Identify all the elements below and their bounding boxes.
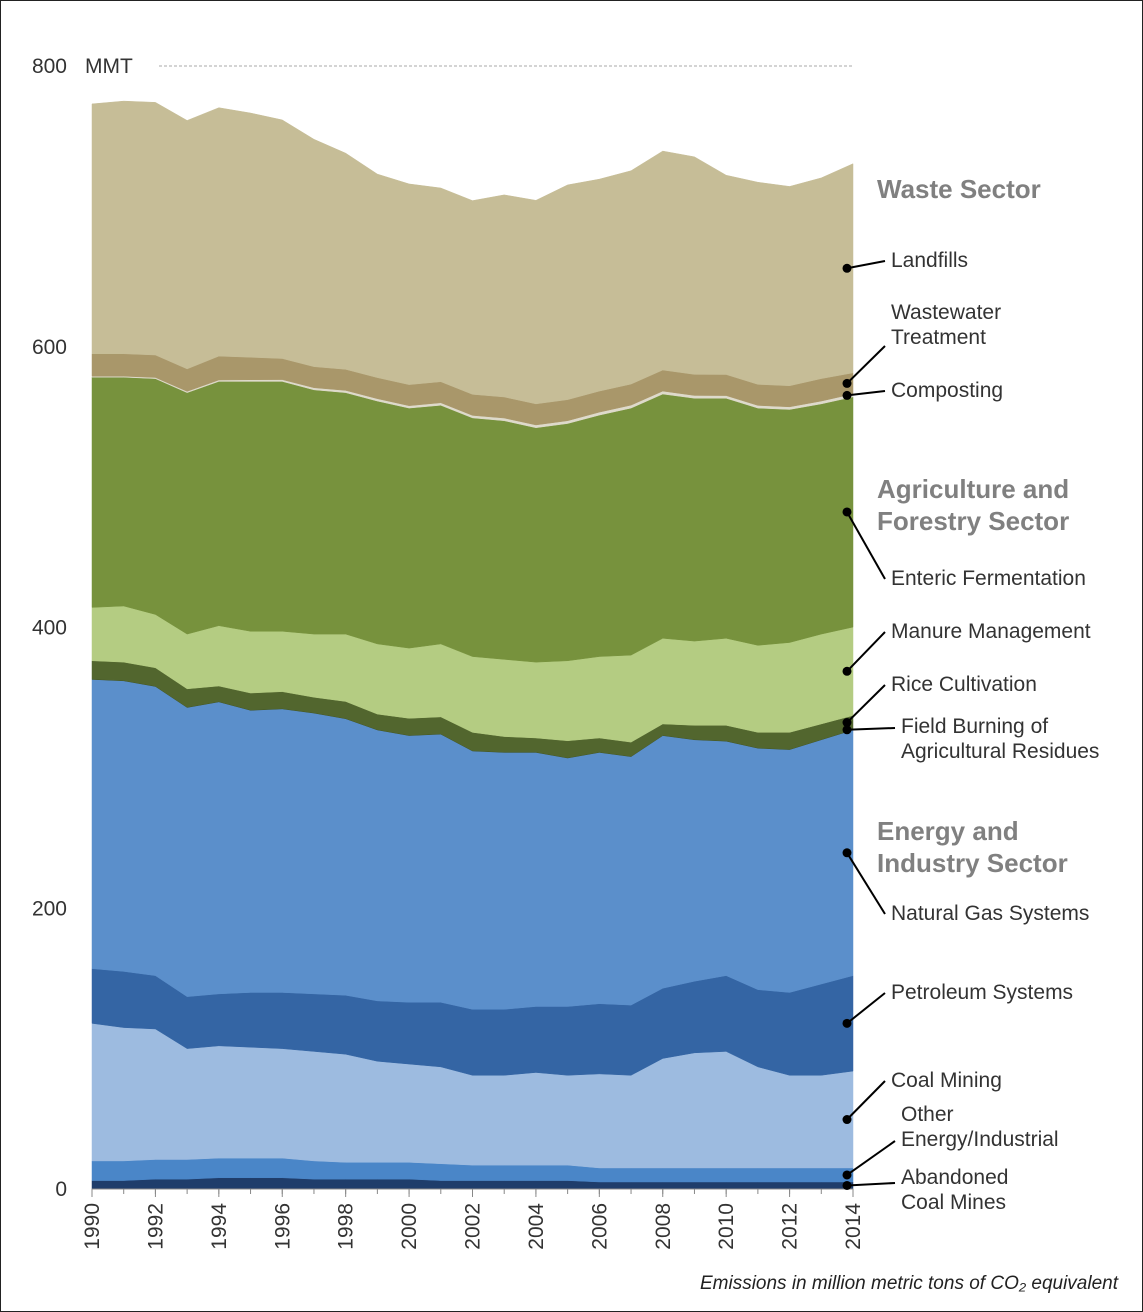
label-dot [842, 725, 852, 735]
leader-line [846, 511, 886, 580]
label-dot [842, 848, 852, 858]
legend-entry: Manure Management [891, 620, 1091, 643]
x-tick-label: 2014 [842, 1203, 865, 1250]
label-dot [842, 1180, 852, 1190]
legend-entry: Coal Mining [891, 1069, 1002, 1092]
label-dot [842, 1170, 852, 1180]
leader-line [846, 631, 886, 672]
label-dot [842, 718, 852, 728]
x-tick-label: 2006 [588, 1203, 611, 1250]
sector-label: Agriculture and Forestry Sector [877, 474, 1070, 536]
area [91, 100, 854, 405]
leader-line [846, 1080, 886, 1121]
y-tick-label: 800 [32, 55, 67, 78]
legend-entry: Composting [891, 379, 1004, 402]
leader-line [846, 260, 886, 270]
sector-label: Waste Sector [877, 174, 1041, 204]
legend-entry: Field Burning of Agricultural Residues [901, 715, 1100, 763]
x-tick-label: 2002 [462, 1203, 485, 1250]
legend-entry: Landfills [891, 249, 969, 272]
leader-line [846, 727, 896, 731]
y-tick-label: 600 [32, 336, 67, 359]
x-tick-label: 1996 [271, 1203, 294, 1250]
label-dot [842, 666, 852, 676]
y-tick-label: 200 [32, 897, 67, 920]
x-tick-label: 2012 [779, 1203, 802, 1250]
legend-entry: Petroleum Systems [891, 981, 1074, 1004]
legend-entry: Natural Gas Systems [891, 902, 1090, 925]
x-tick-label: 2008 [652, 1203, 675, 1250]
label-dot [842, 378, 852, 388]
leader-line [846, 345, 886, 385]
leader-line [846, 992, 886, 1025]
leader-line [846, 1182, 896, 1187]
label-dot [842, 263, 852, 273]
label-dot [842, 1115, 852, 1125]
legend-entry: Enteric Fermentation [891, 567, 1086, 590]
x-tick-label: 1990 [81, 1203, 104, 1250]
leader-line [846, 390, 886, 397]
x-tick-label: 2010 [715, 1203, 738, 1250]
label-dot [842, 390, 852, 400]
leader-line [846, 1140, 896, 1176]
label-dot [842, 507, 852, 517]
label-dot [842, 1018, 852, 1028]
y-tick-label: 0 [55, 1178, 67, 1201]
legend-entry: Abandoned Coal Mines [901, 1166, 1009, 1214]
legend-entry: Wastewater Treatment [891, 301, 1002, 349]
legend-entry: Other Energy/Industrial [901, 1103, 1059, 1151]
area [91, 376, 854, 663]
leader-line [846, 684, 886, 724]
x-tick-label: 1994 [208, 1203, 231, 1250]
sector-label: Energy and Industry Sector [877, 816, 1068, 878]
legend-entry: Rice Cultivation [891, 673, 1037, 696]
x-tick-label: 2000 [398, 1203, 421, 1250]
x-tick-label: 1998 [335, 1203, 358, 1250]
y-tick-label: 400 [32, 617, 67, 640]
y-axis-label: MMT [85, 55, 133, 78]
leader-line [846, 852, 886, 915]
x-tick-label: 2004 [525, 1203, 548, 1250]
footnote: Emissions in million metric tons of CO₂ … [699, 1273, 1118, 1294]
x-tick-label: 1992 [144, 1203, 167, 1250]
